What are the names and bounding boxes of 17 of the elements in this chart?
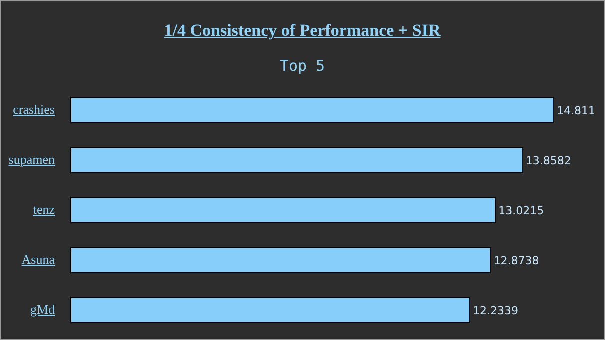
y-tick-label: tenz — [33, 202, 56, 217]
bar — [70, 198, 496, 224]
y-tick-label: gMd — [30, 302, 56, 317]
data-label: 14.811 — [557, 104, 596, 118]
y-tick-label: crashies — [13, 102, 55, 117]
bar — [70, 298, 470, 324]
data-label: 12.2339 — [472, 304, 518, 318]
bar — [70, 148, 524, 174]
data-label: 13.8582 — [526, 154, 572, 168]
data-label: 13.0215 — [498, 204, 544, 218]
data-label: 12.8738 — [494, 254, 540, 268]
y-tick-label: Asuna — [22, 252, 56, 267]
y-tick-label: supamen — [8, 152, 56, 167]
chart-subtitle: Top 5 — [278, 57, 326, 75]
bar — [70, 248, 492, 274]
chart-title: 1/4 Consistency of Performance + SIR — [163, 21, 442, 41]
bar — [70, 98, 554, 124]
